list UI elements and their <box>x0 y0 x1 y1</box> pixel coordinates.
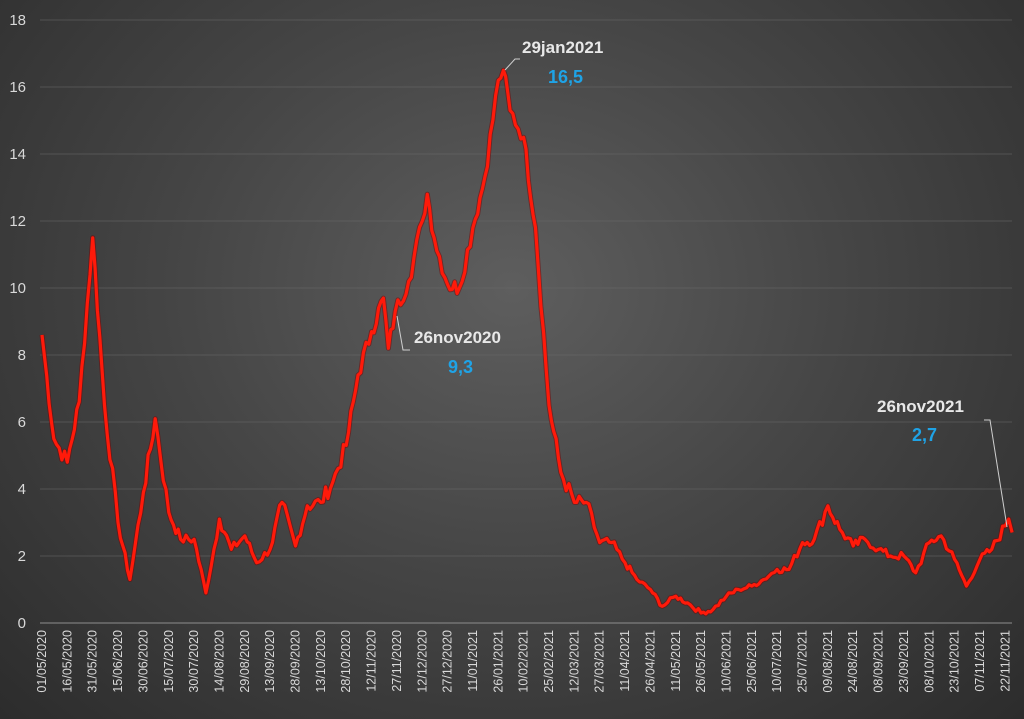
series-line <box>40 68 1014 616</box>
x-tick-label: 22/11/2021 <box>998 630 1012 692</box>
x-tick-label: 09/08/2021 <box>821 630 835 693</box>
y-axis-ticks: 0 2 4 6 8 10 12 14 16 18 <box>9 12 26 632</box>
y-tick-label: 10 <box>9 280 26 297</box>
x-tick-label: 11/01/2021 <box>466 630 480 692</box>
x-tick-label: 30/06/2020 <box>136 630 150 693</box>
x-tick-label: 31/05/2020 <box>86 630 100 693</box>
annotation-date: 29jan2021 <box>522 38 603 57</box>
gridlines <box>40 19 1012 624</box>
x-tick-label: 26/05/2021 <box>694 630 708 693</box>
x-tick-label: 26/01/2021 <box>491 630 505 693</box>
series <box>39 67 1015 617</box>
annotation-nov2020: 26nov2020 9,3 <box>396 315 501 377</box>
x-axis-ticks: 01/05/2020 16/05/2020 31/05/2020 15/06/2020… <box>35 630 1012 693</box>
annotation-value: 9,3 <box>448 357 473 377</box>
x-tick-label: 24/08/2021 <box>846 630 860 693</box>
y-tick-label: 6 <box>18 414 26 431</box>
y-tick-label: 8 <box>18 347 26 364</box>
annotation-leader-line <box>396 315 410 351</box>
x-tick-label: 15/06/2020 <box>111 630 125 693</box>
y-tick-label: 2 <box>18 548 26 565</box>
x-tick-label: 27/11/2020 <box>390 630 404 692</box>
x-tick-label: 12/11/2020 <box>365 630 379 692</box>
x-tick-label: 10/06/2021 <box>719 630 733 693</box>
x-tick-label: 28/09/2020 <box>289 630 303 693</box>
x-tick-label: 15/07/2020 <box>162 630 176 693</box>
annotation-value: 16,5 <box>548 67 583 87</box>
x-tick-label: 12/12/2020 <box>415 630 429 693</box>
y-tick-label: 16 <box>9 79 26 96</box>
x-tick-label: 12/03/2021 <box>567 630 581 693</box>
x-tick-label: 01/05/2020 <box>35 630 49 693</box>
x-tick-label: 11/04/2021 <box>618 630 632 692</box>
y-tick-label: 12 <box>9 213 26 230</box>
x-tick-label: 23/10/2021 <box>948 630 962 693</box>
x-tick-label: 25/06/2021 <box>745 630 759 693</box>
x-tick-label: 27/12/2020 <box>441 630 455 693</box>
x-tick-label: 27/03/2021 <box>593 630 607 693</box>
x-tick-label: 25/07/2021 <box>796 630 810 693</box>
x-tick-label: 26/04/2021 <box>643 630 657 693</box>
x-tick-label: 08/09/2021 <box>872 630 886 693</box>
annotation-value: 2,7 <box>912 425 937 445</box>
x-tick-label: 07/11/2021 <box>973 630 987 692</box>
x-tick-label: 28/10/2020 <box>339 630 353 693</box>
x-tick-label: 08/10/2021 <box>922 630 936 693</box>
y-tick-label: 14 <box>9 146 26 163</box>
annotation-nov2021: 26nov2021 2,7 <box>877 397 1008 528</box>
y-tick-label: 0 <box>18 615 26 632</box>
annotation-date: 26nov2021 <box>877 397 964 416</box>
x-tick-label: 25/02/2021 <box>542 630 556 693</box>
annotation-leader-line <box>984 419 1008 528</box>
annotation-leader-line <box>504 58 520 71</box>
x-tick-label: 10/07/2021 <box>770 630 784 693</box>
x-tick-label: 29/08/2020 <box>238 630 252 693</box>
x-tick-label: 10/02/2021 <box>517 630 531 693</box>
annotation-date: 26nov2020 <box>414 328 501 347</box>
x-tick-label: 23/09/2021 <box>897 630 911 693</box>
y-tick-label: 18 <box>9 12 26 29</box>
x-tick-label: 14/08/2020 <box>212 630 226 693</box>
x-tick-label: 13/09/2020 <box>263 630 277 693</box>
x-tick-label: 30/07/2020 <box>187 630 201 693</box>
x-tick-label: 11/05/2021 <box>669 630 683 692</box>
x-tick-label: 16/05/2020 <box>60 630 74 693</box>
annotation-peak: 29jan2021 16,5 <box>504 38 603 87</box>
x-tick-label: 13/10/2020 <box>314 630 328 693</box>
y-tick-label: 4 <box>18 481 26 498</box>
